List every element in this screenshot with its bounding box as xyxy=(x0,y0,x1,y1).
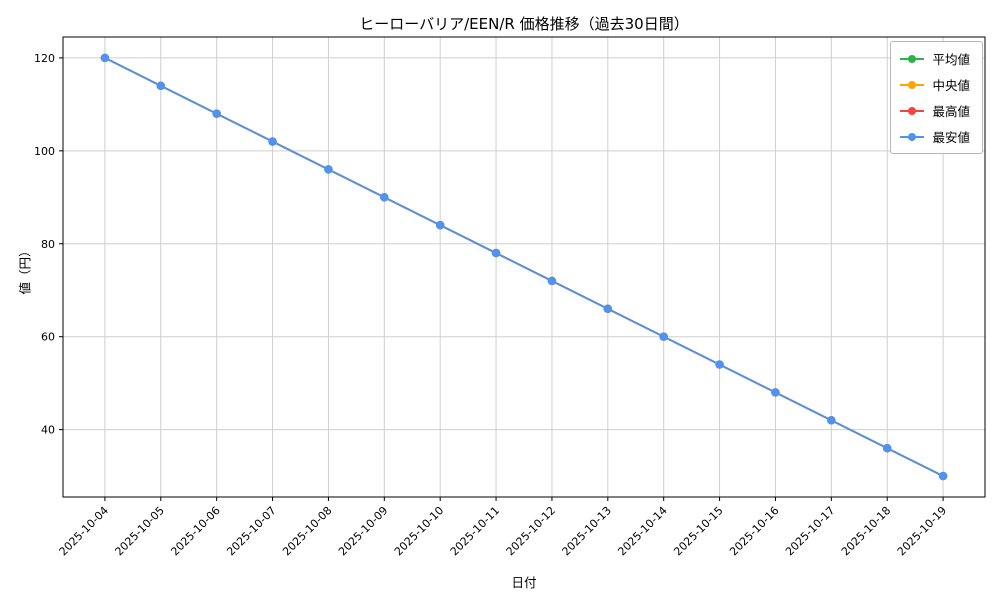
svg-text:100: 100 xyxy=(34,145,55,158)
svg-text:2025-10-13: 2025-10-13 xyxy=(560,504,614,558)
legend-item-min: 最安値 xyxy=(900,127,970,146)
legend-line-swatch-max xyxy=(900,105,925,117)
y-axis-label: 値（円） xyxy=(17,244,33,295)
legend-label-average: 平均値 xyxy=(932,52,970,67)
svg-text:2025-10-08: 2025-10-08 xyxy=(280,504,334,558)
legend: 平均値 中央値 最高値 最安値 xyxy=(890,41,983,154)
svg-text:2025-10-15: 2025-10-15 xyxy=(671,504,725,558)
legend-label-min: 最安値 xyxy=(932,130,970,145)
legend-line-swatch-average xyxy=(900,53,925,65)
svg-text:2025-10-18: 2025-10-18 xyxy=(839,504,893,558)
legend-label-max: 最高値 xyxy=(932,104,970,119)
svg-text:2025-10-10: 2025-10-10 xyxy=(392,504,446,558)
svg-text:2025-10-04: 2025-10-04 xyxy=(57,504,111,558)
legend-item-max: 最高値 xyxy=(900,101,970,120)
legend-line-swatch-median xyxy=(900,79,925,91)
x-axis-label: 日付 xyxy=(511,575,537,590)
legend-label-median: 中央値 xyxy=(932,78,970,93)
chart-title: ヒーローバリア/EEN/R 価格推移（過去30日間） xyxy=(359,15,689,33)
svg-text:2025-10-11: 2025-10-11 xyxy=(448,504,502,558)
svg-text:60: 60 xyxy=(41,331,55,344)
legend-item-median: 中央値 xyxy=(900,75,970,94)
svg-text:120: 120 xyxy=(34,52,55,65)
legend-item-average: 平均値 xyxy=(900,49,970,68)
svg-text:2025-10-09: 2025-10-09 xyxy=(336,504,390,558)
svg-text:2025-10-19: 2025-10-19 xyxy=(895,504,949,558)
svg-text:2025-10-16: 2025-10-16 xyxy=(727,504,781,558)
legend-line-swatch-min xyxy=(900,131,925,143)
svg-text:40: 40 xyxy=(41,424,55,437)
svg-text:80: 80 xyxy=(41,238,55,251)
svg-text:2025-10-07: 2025-10-07 xyxy=(224,504,278,558)
svg-text:2025-10-12: 2025-10-12 xyxy=(504,504,558,558)
svg-text:2025-10-05: 2025-10-05 xyxy=(113,504,167,558)
svg-text:2025-10-17: 2025-10-17 xyxy=(783,504,837,558)
svg-text:2025-10-06: 2025-10-06 xyxy=(168,504,222,558)
svg-text:2025-10-14: 2025-10-14 xyxy=(615,504,669,558)
